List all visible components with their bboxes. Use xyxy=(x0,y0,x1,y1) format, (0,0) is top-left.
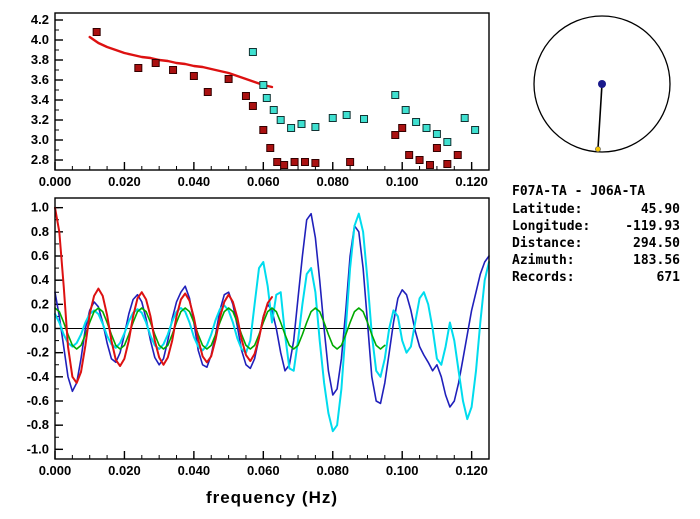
azimuth-line xyxy=(597,83,603,150)
reference-dispersion-curve xyxy=(88,35,274,89)
station-pair-label: F07A-TA - J06A-TA xyxy=(512,184,646,199)
svg-text:0.060: 0.060 xyxy=(247,174,280,189)
svg-text:4.2: 4.2 xyxy=(31,12,49,27)
longitude-label: Longitude: xyxy=(512,219,591,234)
svg-text:-0.8: -0.8 xyxy=(27,417,49,432)
waveform-frequency-plot: 0.000 0.020 0.040 0.060 0.080 0.100 0.120 -1.0 -… xyxy=(27,197,490,507)
svg-text:3.0: 3.0 xyxy=(31,132,49,147)
svg-text:-1.0: -1.0 xyxy=(27,441,49,456)
svg-text:-0.4: -0.4 xyxy=(27,369,50,384)
distance-value: 294.50 xyxy=(633,236,680,251)
latitude-label: Latitude: xyxy=(512,202,583,217)
info-row-distance: Distance: 294.50 xyxy=(512,235,680,252)
svg-text:0.2: 0.2 xyxy=(31,296,49,311)
azimuth-diagram xyxy=(533,15,671,153)
svg-text:3.6: 3.6 xyxy=(31,72,49,87)
svg-text:4.0: 4.0 xyxy=(31,32,49,47)
svg-text:frequency (Hz): frequency (Hz) xyxy=(206,488,338,507)
svg-text:0.100: 0.100 xyxy=(386,463,419,478)
distance-label: Distance: xyxy=(512,236,583,251)
info-row-latitude: Latitude: 45.90 xyxy=(512,201,680,218)
station-end-dot xyxy=(595,146,601,153)
svg-text:0.0: 0.0 xyxy=(31,321,49,336)
svg-text:0.040: 0.040 xyxy=(178,174,211,189)
svg-text:0.020: 0.020 xyxy=(108,174,141,189)
latitude-value: 45.90 xyxy=(640,202,680,217)
reference-waveform-red xyxy=(54,206,273,384)
dispersion-velocity-plot: 0.000 0.020 0.040 0.060 0.080 0.100 0.120 2.8 3.… xyxy=(31,12,490,189)
svg-text:0.120: 0.120 xyxy=(455,463,488,478)
records-label: Records: xyxy=(512,270,575,285)
svg-text:-0.6: -0.6 xyxy=(27,393,49,408)
svg-text:0.080: 0.080 xyxy=(316,174,349,189)
svg-text:0.100: 0.100 xyxy=(386,174,419,189)
svg-text:0.120: 0.120 xyxy=(455,174,488,189)
svg-text:3.8: 3.8 xyxy=(31,52,49,67)
observed-waveform-cyan xyxy=(54,212,490,433)
azimuth-label: Azimuth: xyxy=(512,253,575,268)
svg-text:0.4: 0.4 xyxy=(31,272,50,287)
azimuth-value: 183.56 xyxy=(633,253,680,268)
cyan-velocity-measurements xyxy=(248,48,480,146)
svg-text:0.6: 0.6 xyxy=(31,248,49,263)
svg-text:0.000: 0.000 xyxy=(39,463,72,478)
svg-text:0.060: 0.060 xyxy=(247,463,280,478)
svg-text:0.020: 0.020 xyxy=(108,463,141,478)
station-center-dot xyxy=(598,80,606,88)
svg-text:0.8: 0.8 xyxy=(31,224,49,239)
info-row-longitude: Longitude: -119.93 xyxy=(512,218,680,235)
red-velocity-measurements xyxy=(92,28,462,169)
svg-text:3.4: 3.4 xyxy=(31,92,50,107)
svg-text:3.2: 3.2 xyxy=(31,112,49,127)
svg-text:-0.2: -0.2 xyxy=(27,345,49,360)
records-value: 671 xyxy=(656,270,680,285)
svg-text:1.0: 1.0 xyxy=(31,200,49,215)
svg-text:0.000: 0.000 xyxy=(39,174,72,189)
svg-text:2.8: 2.8 xyxy=(31,152,49,167)
longitude-value: -119.93 xyxy=(625,219,680,234)
azimuth-circle xyxy=(533,15,671,153)
info-row-records: Records: 671 xyxy=(512,269,680,286)
svg-text:0.040: 0.040 xyxy=(178,463,211,478)
station-info-panel: F07A-TA - J06A-TA Latitude: 45.90 Longit… xyxy=(512,183,680,286)
info-row-azimuth: Azimuth: 183.56 xyxy=(512,252,680,269)
svg-text:0.080: 0.080 xyxy=(316,463,349,478)
observed-waveform-blue xyxy=(54,212,490,408)
